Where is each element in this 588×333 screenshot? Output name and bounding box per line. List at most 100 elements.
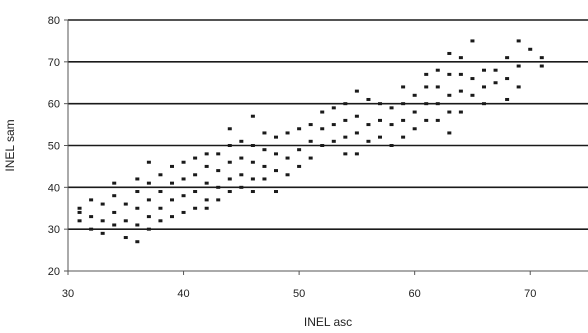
data-point xyxy=(146,227,151,231)
x-tick-label: 50 xyxy=(293,288,305,300)
data-point xyxy=(308,139,313,143)
data-point xyxy=(378,102,382,106)
data-point xyxy=(239,185,244,189)
data-point xyxy=(239,139,244,143)
data-point xyxy=(516,64,521,68)
data-point xyxy=(354,131,359,135)
x-tick-label: 30 xyxy=(62,288,74,300)
data-point xyxy=(343,118,348,122)
data-point xyxy=(204,181,209,185)
data-point xyxy=(262,177,267,181)
data-point xyxy=(424,118,429,122)
y-axis-title: INEL sam xyxy=(3,119,17,171)
data-point xyxy=(123,219,128,223)
data-point xyxy=(412,127,417,131)
data-point xyxy=(354,89,359,93)
data-point xyxy=(458,56,463,60)
data-point xyxy=(435,68,440,72)
data-point xyxy=(285,173,290,177)
data-point xyxy=(123,202,128,206)
data-point xyxy=(389,106,394,110)
data-point xyxy=(308,156,313,160)
data-point xyxy=(285,131,290,135)
data-point xyxy=(89,227,94,231)
data-point xyxy=(227,144,232,147)
data-point xyxy=(424,102,429,106)
y-tick-label: 50 xyxy=(48,141,60,153)
data-point xyxy=(435,102,440,106)
data-point xyxy=(320,110,325,114)
data-point xyxy=(250,177,255,181)
x-tick-label: 40 xyxy=(177,288,189,300)
data-point xyxy=(146,160,151,164)
data-point xyxy=(250,190,255,194)
data-point xyxy=(505,97,510,101)
data-point xyxy=(447,93,452,97)
data-point xyxy=(193,190,198,194)
data-point xyxy=(539,56,544,60)
data-point xyxy=(112,194,117,198)
data-point xyxy=(516,39,521,43)
data-point xyxy=(401,118,406,122)
data-point xyxy=(250,114,255,118)
data-point xyxy=(274,190,278,194)
data-point xyxy=(447,131,452,135)
data-point xyxy=(262,164,267,168)
data-point xyxy=(100,231,105,235)
data-point xyxy=(447,51,452,55)
data-point xyxy=(158,190,163,194)
y-tick-label: 80 xyxy=(48,15,60,27)
data-point xyxy=(366,123,371,127)
data-point xyxy=(389,144,394,147)
data-point xyxy=(204,164,209,168)
data-point xyxy=(77,219,82,223)
data-point xyxy=(424,72,429,76)
data-point xyxy=(274,152,278,156)
data-point xyxy=(158,206,163,210)
x-axis-ticks: 30 40 50 60 70 xyxy=(62,271,536,300)
data-point xyxy=(123,236,128,240)
data-point xyxy=(227,190,232,194)
data-point xyxy=(135,190,140,194)
data-point xyxy=(331,139,336,143)
data-point xyxy=(458,72,463,76)
data-point xyxy=(343,135,348,139)
data-point xyxy=(135,206,140,210)
x-tick-label: 70 xyxy=(524,288,536,300)
y-tick-label: 70 xyxy=(48,57,60,69)
data-point xyxy=(343,152,348,156)
data-point xyxy=(135,223,140,227)
data-point xyxy=(227,127,232,131)
data-point xyxy=(447,72,452,76)
data-point xyxy=(435,118,440,122)
data-point xyxy=(227,160,232,164)
data-point xyxy=(146,181,151,185)
data-point xyxy=(250,160,255,164)
data-point xyxy=(435,85,440,89)
data-point xyxy=(378,135,382,139)
data-point xyxy=(193,173,198,177)
y-tick-label: 60 xyxy=(48,99,60,111)
data-point xyxy=(378,118,382,122)
data-point xyxy=(366,97,371,101)
data-point xyxy=(193,156,198,160)
data-point xyxy=(482,102,486,106)
x-axis-title: INEL asc xyxy=(304,315,352,329)
y-tick-label: 20 xyxy=(48,266,60,278)
data-point xyxy=(366,139,371,143)
data-point xyxy=(135,240,140,244)
data-point xyxy=(239,173,244,177)
y-tick-label: 30 xyxy=(48,224,60,236)
data-point xyxy=(170,181,174,185)
y-axis-ticks: 20 30 40 50 60 70 80 xyxy=(48,15,68,278)
data-point xyxy=(89,198,94,202)
data-point xyxy=(77,210,82,214)
gridlines xyxy=(68,19,588,230)
data-point xyxy=(389,123,394,127)
data-point xyxy=(528,47,533,51)
data-point xyxy=(320,127,325,131)
data-point xyxy=(470,77,475,81)
data-point xyxy=(274,135,278,139)
data-point xyxy=(331,123,336,127)
